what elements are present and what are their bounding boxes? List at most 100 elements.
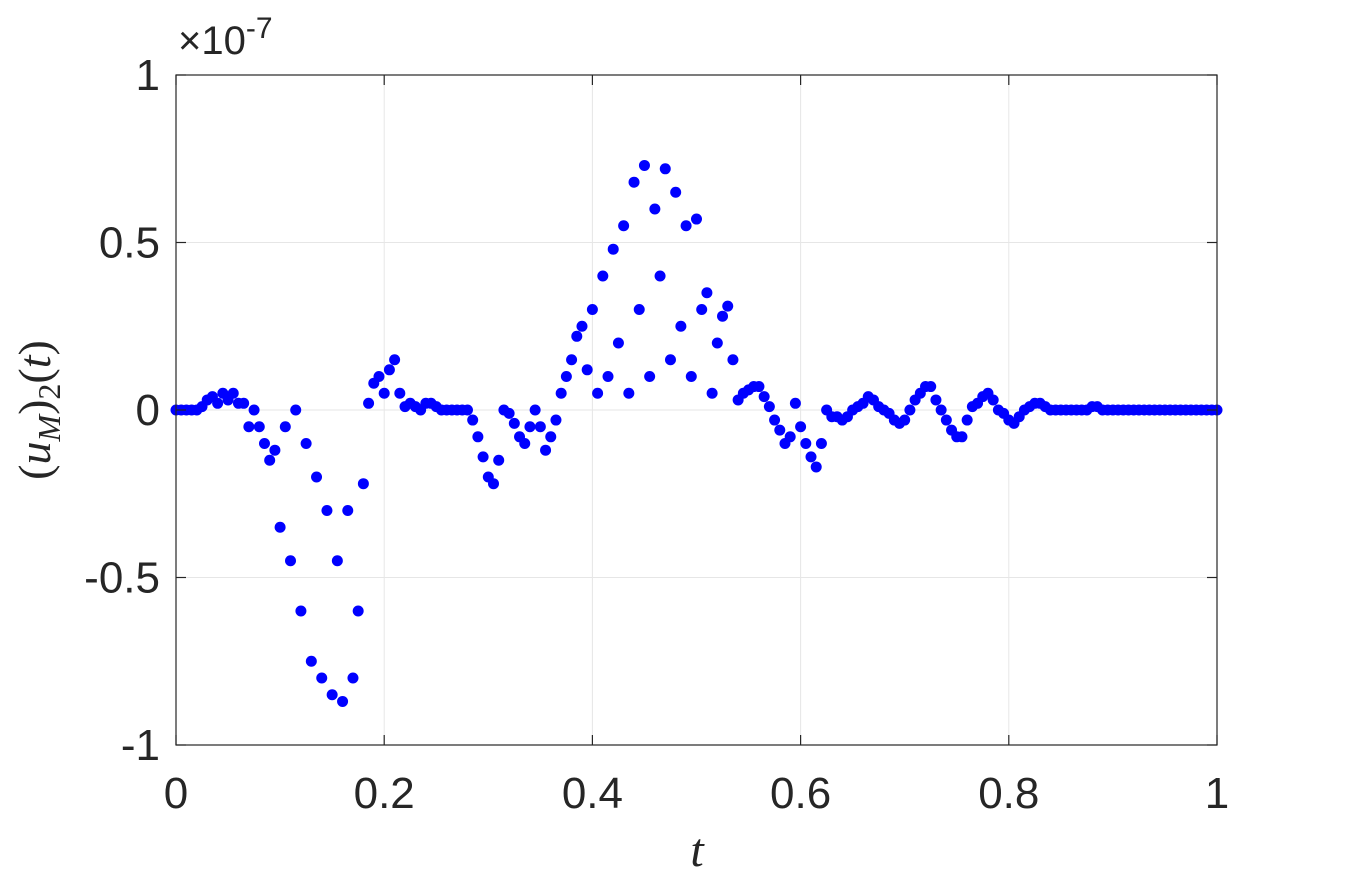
x-tick-label: 0.2 xyxy=(354,769,415,818)
point xyxy=(597,270,609,282)
point xyxy=(727,354,739,366)
point xyxy=(722,300,734,312)
point xyxy=(675,320,687,332)
point xyxy=(930,394,942,406)
point xyxy=(717,310,729,322)
point xyxy=(810,461,822,473)
point xyxy=(258,438,270,449)
point xyxy=(602,371,614,382)
x-tick-label: 0.4 xyxy=(562,769,623,818)
y-tick-label: -0.5 xyxy=(84,554,160,603)
point xyxy=(711,337,723,349)
point xyxy=(488,478,500,490)
point xyxy=(800,438,812,449)
point xyxy=(472,431,484,443)
point xyxy=(612,337,624,349)
point xyxy=(295,605,307,617)
point xyxy=(592,387,604,399)
y-axis-label-part: u xyxy=(9,442,60,465)
point xyxy=(347,672,359,684)
y-axis-label-part: M xyxy=(31,413,67,443)
point xyxy=(784,431,796,443)
point xyxy=(691,213,702,225)
point xyxy=(337,695,349,707)
point xyxy=(243,421,255,433)
point xyxy=(789,397,801,409)
y-axis-label-part: ( xyxy=(9,368,60,383)
y-multiplier-base: ×10 xyxy=(178,19,246,63)
point xyxy=(503,407,515,419)
y-axis-label-part: ) xyxy=(9,400,60,415)
point xyxy=(815,438,827,449)
point xyxy=(987,394,999,406)
y-tick-label: 0.5 xyxy=(99,219,160,268)
point xyxy=(696,304,708,315)
point xyxy=(961,414,973,426)
point xyxy=(529,404,541,416)
y-multiplier-power: -7 xyxy=(246,12,273,45)
x-tick-label: 0 xyxy=(164,769,188,818)
y-tick-label: 1 xyxy=(136,51,160,100)
point xyxy=(363,397,375,409)
point xyxy=(581,364,593,376)
point xyxy=(461,404,473,416)
point xyxy=(763,401,775,413)
point xyxy=(311,471,323,483)
point xyxy=(342,505,354,516)
point xyxy=(618,220,630,232)
y-axis-label-part: t xyxy=(9,354,60,368)
point xyxy=(956,431,968,443)
point xyxy=(659,163,671,175)
point xyxy=(305,655,317,667)
point xyxy=(805,451,817,463)
point xyxy=(394,387,406,399)
point xyxy=(383,364,395,376)
point xyxy=(670,186,682,198)
y-tick-label: -1 xyxy=(121,721,160,770)
point xyxy=(212,397,224,409)
y-axis-label-part: ) xyxy=(9,340,60,355)
point xyxy=(623,387,635,399)
point xyxy=(238,397,250,409)
point xyxy=(680,220,692,232)
x-tick-label: 0.8 xyxy=(978,769,1039,818)
y-axis-label-part: 2 xyxy=(31,384,67,400)
point xyxy=(373,371,385,382)
point xyxy=(633,304,645,315)
x-tick-label: 0.6 xyxy=(770,769,831,818)
point xyxy=(758,391,770,403)
point xyxy=(925,381,937,393)
point xyxy=(753,381,765,393)
point xyxy=(638,159,650,171)
point xyxy=(357,478,369,490)
point xyxy=(264,454,276,466)
point xyxy=(331,555,343,567)
point xyxy=(706,387,718,399)
point xyxy=(227,387,239,399)
point xyxy=(326,689,338,701)
x-axis-label: t xyxy=(690,824,705,877)
point xyxy=(628,176,640,188)
point xyxy=(508,417,520,429)
point xyxy=(769,414,781,426)
point xyxy=(904,404,916,416)
point xyxy=(269,444,281,456)
y-axis-label: (uM)2(t) xyxy=(9,340,67,480)
point xyxy=(644,371,656,382)
point xyxy=(389,354,401,366)
point xyxy=(290,404,302,416)
point xyxy=(274,521,286,533)
point xyxy=(378,387,390,399)
point xyxy=(576,320,588,332)
point xyxy=(560,371,572,382)
point xyxy=(555,387,567,399)
y-tick-label: 0 xyxy=(136,386,160,435)
point xyxy=(685,371,697,382)
x-tick-label: 1 xyxy=(1205,769,1229,818)
point xyxy=(519,438,531,449)
point xyxy=(477,451,489,463)
point xyxy=(352,605,364,617)
y-axis-label-part: ( xyxy=(9,465,60,480)
point xyxy=(545,431,557,443)
